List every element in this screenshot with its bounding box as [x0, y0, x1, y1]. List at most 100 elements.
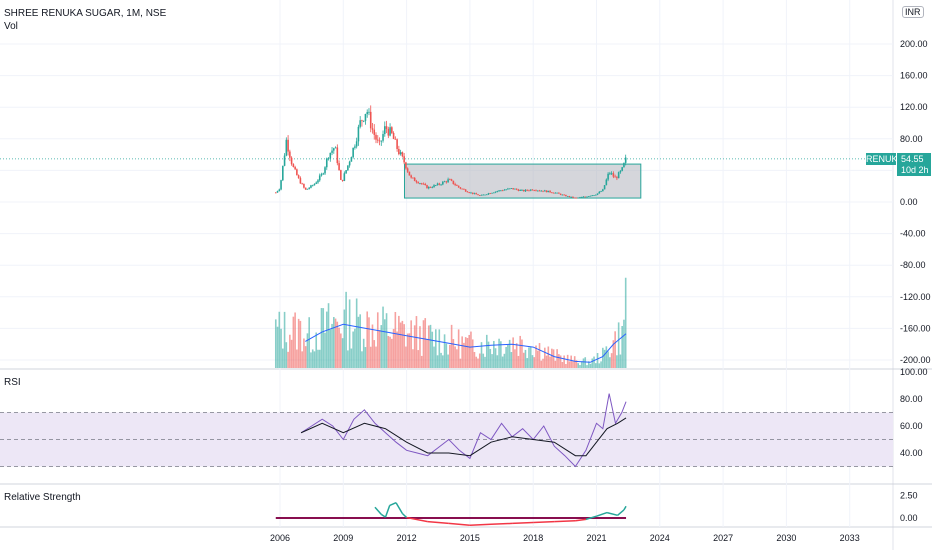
volume-bar — [475, 356, 478, 368]
candle-body — [454, 184, 456, 186]
volume-bar — [519, 335, 521, 368]
time-tick-label: 2021 — [586, 533, 606, 543]
candle-body — [289, 151, 291, 158]
price-tick-label: -160.00 — [900, 323, 931, 333]
candle-body — [375, 134, 377, 140]
rsi-tick-label: 40.00 — [900, 448, 923, 458]
volume-bar — [320, 308, 323, 368]
volume-bar — [436, 355, 439, 368]
candle-body — [519, 190, 521, 191]
candle-body — [522, 189, 525, 192]
volume-bar — [341, 338, 344, 368]
rs-segment — [389, 502, 397, 507]
volume-bar — [565, 364, 567, 368]
candle-body — [315, 182, 318, 184]
candle-body — [308, 187, 310, 189]
volume-bar — [459, 358, 462, 368]
candle-body — [376, 139, 379, 141]
volume-bar — [306, 333, 309, 368]
volume-bar — [359, 314, 361, 368]
volume-bar — [380, 325, 383, 368]
candle-body — [503, 189, 506, 191]
volume-bar — [308, 317, 310, 368]
candle-body — [596, 193, 599, 195]
volume-bar — [607, 351, 609, 368]
volume-bar — [289, 334, 291, 368]
volume-bar — [610, 353, 613, 368]
candle-body — [348, 161, 351, 166]
volume-bar — [482, 353, 485, 368]
candle-body — [489, 193, 492, 195]
volume-bar — [457, 329, 460, 368]
volume-bar — [301, 351, 303, 368]
candle-body — [343, 173, 346, 181]
volume-bar — [391, 338, 393, 368]
currency-label[interactable]: INR — [902, 6, 924, 18]
candle-body — [536, 190, 539, 192]
candle-body — [531, 189, 534, 191]
rs-segment — [596, 511, 608, 517]
time-tick-label: 2012 — [397, 533, 417, 543]
candle-body — [580, 196, 583, 198]
volume-bar — [368, 317, 370, 368]
rs-segment — [512, 521, 534, 525]
volume-bar — [447, 354, 449, 368]
candle-body — [399, 152, 402, 155]
candle-body — [364, 113, 367, 121]
volume-bar — [487, 341, 490, 368]
volume-bar — [480, 342, 483, 368]
volume-bar — [551, 348, 553, 368]
candle-body — [619, 170, 622, 173]
candle-body — [362, 120, 365, 122]
consolidation-box — [403, 163, 642, 199]
candle-body — [427, 186, 430, 189]
candle-body — [306, 188, 309, 190]
rsi-line — [300, 393, 627, 468]
rs-segment — [617, 509, 625, 516]
candle-body — [545, 190, 548, 193]
volume-bar — [456, 349, 458, 368]
candle-body — [287, 139, 289, 152]
rs-segment — [533, 520, 555, 524]
candle-body — [304, 187, 307, 190]
candle-body — [572, 196, 574, 198]
rs-segment — [469, 523, 492, 526]
candle-body — [487, 193, 490, 195]
candle-body — [445, 181, 448, 183]
candle-body — [334, 147, 337, 149]
volume-bar — [491, 354, 493, 368]
rs-segment — [448, 522, 470, 526]
candle-body — [389, 127, 391, 136]
price-tick-label: -40.00 — [900, 229, 926, 239]
candle-body — [471, 192, 474, 194]
candle-body — [470, 192, 472, 194]
volume-bar — [424, 318, 427, 368]
candle-body — [433, 185, 435, 188]
volume-bar — [584, 357, 587, 368]
candle-body — [500, 190, 502, 192]
candle-body — [552, 192, 555, 194]
candle-body — [496, 191, 499, 192]
volume-bar — [619, 354, 622, 368]
candle-body — [593, 195, 595, 196]
candle-body — [419, 183, 421, 184]
volume-bar — [282, 348, 284, 368]
candle-body — [493, 192, 495, 194]
volume-bar — [350, 348, 353, 368]
volume-bar — [556, 349, 558, 368]
candle-body — [282, 165, 284, 181]
price-tick-label: 120.00 — [900, 102, 928, 112]
volume-bar — [526, 358, 529, 368]
volume-bar — [329, 329, 332, 368]
volume-bar — [317, 349, 319, 368]
candle-body — [603, 185, 606, 190]
candle-body — [568, 196, 571, 197]
candle-body — [542, 190, 544, 192]
volume-bar — [591, 358, 594, 368]
candle-body — [551, 192, 553, 194]
volume-bar — [325, 311, 328, 368]
rs-tick-label: 0.00 — [900, 513, 918, 523]
candle-body — [394, 138, 397, 140]
volume-bar — [417, 350, 420, 368]
